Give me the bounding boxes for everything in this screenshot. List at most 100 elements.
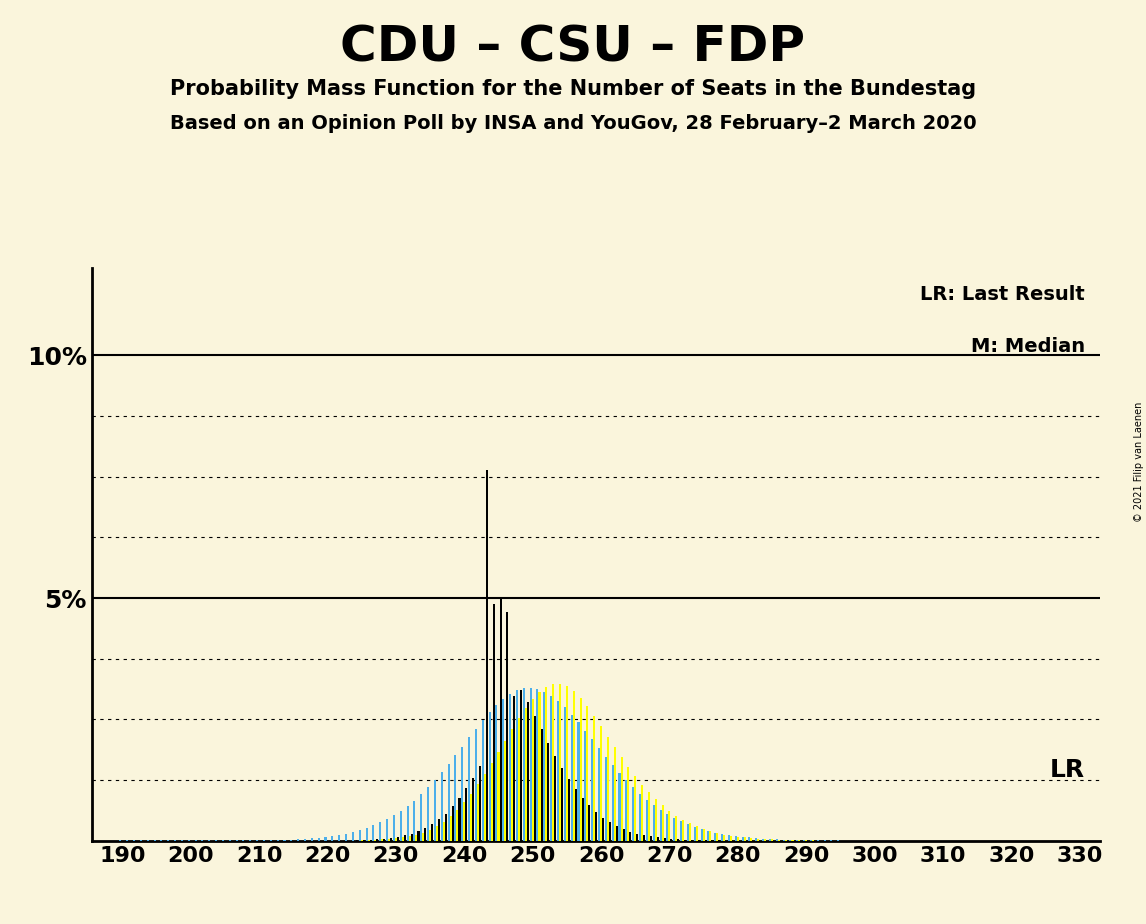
Bar <box>331 836 333 841</box>
Bar <box>664 838 666 841</box>
Bar <box>657 837 659 841</box>
Bar <box>552 684 555 841</box>
Bar <box>581 798 583 841</box>
Bar <box>555 756 556 841</box>
Bar <box>448 764 449 841</box>
Bar <box>516 690 518 841</box>
Bar <box>372 825 375 841</box>
Bar <box>783 840 785 841</box>
Bar <box>283 840 285 841</box>
Bar <box>568 779 570 841</box>
Bar <box>790 840 792 841</box>
Bar <box>769 839 771 841</box>
Bar <box>534 715 535 841</box>
Bar <box>670 839 673 841</box>
Bar <box>541 729 542 841</box>
Bar <box>442 822 445 841</box>
Bar <box>490 763 493 841</box>
Bar <box>463 802 465 841</box>
Bar <box>493 604 495 841</box>
Bar <box>427 787 429 841</box>
Bar <box>785 840 786 841</box>
Bar <box>415 834 417 841</box>
Bar <box>682 820 684 841</box>
Bar <box>571 714 573 841</box>
Bar <box>421 795 422 841</box>
Bar <box>525 708 527 841</box>
Bar <box>580 699 581 841</box>
Bar <box>668 810 670 841</box>
Bar <box>376 839 378 841</box>
Bar <box>677 839 680 841</box>
Bar <box>557 701 559 841</box>
Bar <box>689 823 691 841</box>
Bar <box>529 687 532 841</box>
Bar <box>709 831 712 841</box>
Bar <box>504 741 507 841</box>
Bar <box>509 694 511 841</box>
Bar <box>407 806 409 841</box>
Bar <box>605 757 607 841</box>
Bar <box>297 839 299 841</box>
Bar <box>646 799 647 841</box>
Bar <box>776 839 778 841</box>
Bar <box>686 824 689 841</box>
Bar <box>588 806 590 841</box>
Bar <box>654 799 657 841</box>
Bar <box>417 831 419 841</box>
Bar <box>735 836 737 841</box>
Bar <box>566 687 568 841</box>
Bar <box>661 806 664 841</box>
Bar <box>636 833 638 841</box>
Bar <box>390 838 392 841</box>
Bar <box>602 818 604 841</box>
Bar <box>424 828 426 841</box>
Bar <box>409 836 410 841</box>
Bar <box>771 839 774 841</box>
Bar <box>762 839 764 841</box>
Bar <box>744 837 746 841</box>
Bar <box>470 794 472 841</box>
Bar <box>545 687 548 841</box>
Bar <box>629 832 631 841</box>
Text: Probability Mass Function for the Number of Seats in the Bundestag: Probability Mass Function for the Number… <box>170 79 976 99</box>
Bar <box>382 839 383 841</box>
Bar <box>543 692 545 841</box>
Bar <box>375 840 376 841</box>
Bar <box>414 800 415 841</box>
Bar <box>449 816 452 841</box>
Bar <box>527 702 529 841</box>
Bar <box>573 691 575 841</box>
Bar <box>696 826 698 841</box>
Bar <box>550 696 552 841</box>
Bar <box>684 840 686 841</box>
Bar <box>691 840 693 841</box>
Bar <box>422 833 424 841</box>
Bar <box>397 837 399 841</box>
Bar <box>594 716 595 841</box>
Text: Based on an Opinion Poll by INSA and YouGov, 28 February–2 March 2020: Based on an Opinion Poll by INSA and You… <box>170 114 976 133</box>
Bar <box>666 814 668 841</box>
Bar <box>584 731 587 841</box>
Bar <box>723 834 725 841</box>
Bar <box>730 836 732 841</box>
Bar <box>595 811 597 841</box>
Bar <box>400 810 402 841</box>
Bar <box>675 816 677 841</box>
Bar <box>388 839 390 841</box>
Bar <box>653 805 654 841</box>
Bar <box>647 792 650 841</box>
Bar <box>520 690 523 841</box>
Text: M: Median: M: Median <box>971 336 1085 356</box>
Bar <box>502 699 504 841</box>
Bar <box>609 822 611 841</box>
Bar <box>575 789 576 841</box>
Bar <box>778 840 779 841</box>
Bar <box>587 706 588 841</box>
Bar <box>435 826 438 841</box>
Bar <box>737 837 739 841</box>
Bar <box>564 708 566 841</box>
Bar <box>370 840 371 841</box>
Bar <box>741 837 744 841</box>
Bar <box>620 758 622 841</box>
